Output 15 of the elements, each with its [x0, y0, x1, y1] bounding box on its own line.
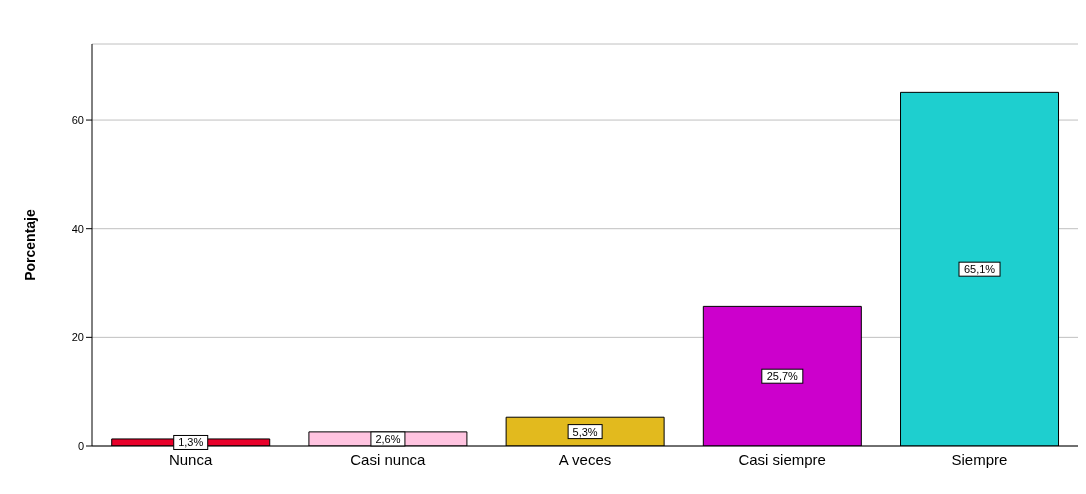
- y-tick-label: 60: [71, 113, 84, 126]
- y-tick-label: 40: [71, 222, 84, 235]
- x-tick-label: A veces: [558, 450, 612, 468]
- y-tick-label: 0: [77, 439, 84, 452]
- x-tick-label: Casi siempre: [738, 450, 826, 468]
- data-label: 25,7%: [766, 370, 799, 383]
- data-label: 1,3%: [178, 436, 204, 449]
- x-tick-label: Casi nunca: [350, 450, 426, 468]
- data-label: 2,6%: [375, 432, 401, 445]
- x-tick-label: Nunca: [168, 450, 213, 468]
- x-tick-label: Siempre: [951, 450, 1008, 468]
- data-label: 65,1%: [963, 263, 996, 276]
- y-tick-label: 20: [71, 331, 84, 344]
- y-axis-title: Porcentaje: [21, 209, 38, 281]
- data-label: 5,3%: [572, 425, 598, 438]
